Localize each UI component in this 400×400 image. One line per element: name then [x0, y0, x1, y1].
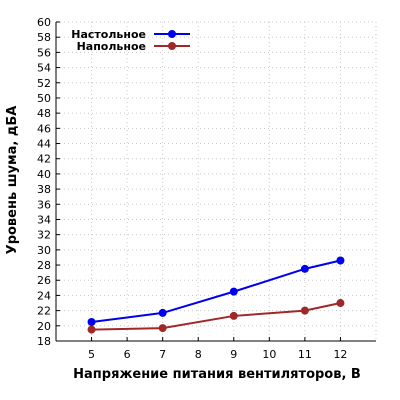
tick-labels: 5 6 7 8 9 10 11 1218202224262830323436384042444… — [37, 16, 347, 361]
legend-marker — [168, 30, 176, 38]
series-1 — [87, 256, 345, 327]
data-point — [300, 306, 309, 315]
y-tick-label: 24 — [37, 289, 51, 302]
y-axis-label: Уровень шума, дБА — [5, 106, 20, 255]
y-tick-label: 50 — [37, 92, 51, 105]
x-tick-label: 8 — [195, 348, 202, 361]
series — [87, 256, 345, 334]
y-tick-label: 56 — [37, 46, 51, 59]
legend-label: Настольное — [71, 28, 146, 41]
y-tick-label: 20 — [37, 320, 51, 333]
data-point — [229, 287, 238, 296]
data-point — [158, 324, 167, 333]
data-point — [229, 311, 238, 320]
y-tick-label: 42 — [37, 153, 51, 166]
x-tick-label: 10 — [262, 348, 276, 361]
data-point — [300, 264, 309, 273]
y-tick-label: 58 — [37, 31, 51, 44]
y-tick-label: 54 — [37, 62, 51, 75]
x-tick-label: 5 — [88, 348, 95, 361]
y-tick-label: 30 — [37, 244, 51, 257]
x-tick-label: 6 — [124, 348, 131, 361]
y-tick-label: 52 — [37, 77, 51, 90]
y-tick-label: 60 — [37, 16, 51, 29]
data-point — [158, 308, 167, 317]
y-tick-label: 28 — [37, 259, 51, 272]
y-tick-label: 46 — [37, 122, 51, 135]
y-tick-label: 22 — [37, 305, 51, 318]
y-tick-label: 44 — [37, 138, 51, 151]
x-tick-label: 9 — [230, 348, 237, 361]
axes — [55, 21, 376, 342]
legend-entry: Напольное — [77, 40, 190, 53]
data-point — [87, 318, 96, 327]
legend-label: Напольное — [77, 40, 146, 53]
y-tick-label: 34 — [37, 213, 51, 226]
legend-marker — [168, 42, 176, 50]
y-tick-label: 38 — [37, 183, 51, 196]
x-tick-label: 12 — [333, 348, 347, 361]
legend-entry: Настольное — [71, 28, 190, 41]
y-tick-label: 26 — [37, 274, 51, 287]
data-point — [336, 299, 345, 308]
data-point — [336, 256, 345, 265]
data-point — [87, 325, 96, 334]
x-axis-label: Напряжение питания вентиляторов, В — [73, 367, 361, 382]
y-tick-label: 18 — [37, 335, 51, 348]
x-tick-label: 11 — [298, 348, 312, 361]
y-tick-label: 32 — [37, 229, 51, 242]
y-tick-label: 40 — [37, 168, 51, 181]
y-tick-label: 36 — [37, 198, 51, 211]
grid — [55, 21, 377, 342]
y-tick-label: 48 — [37, 107, 51, 120]
x-tick-label: 7 — [159, 348, 166, 361]
series-2 — [87, 299, 345, 334]
